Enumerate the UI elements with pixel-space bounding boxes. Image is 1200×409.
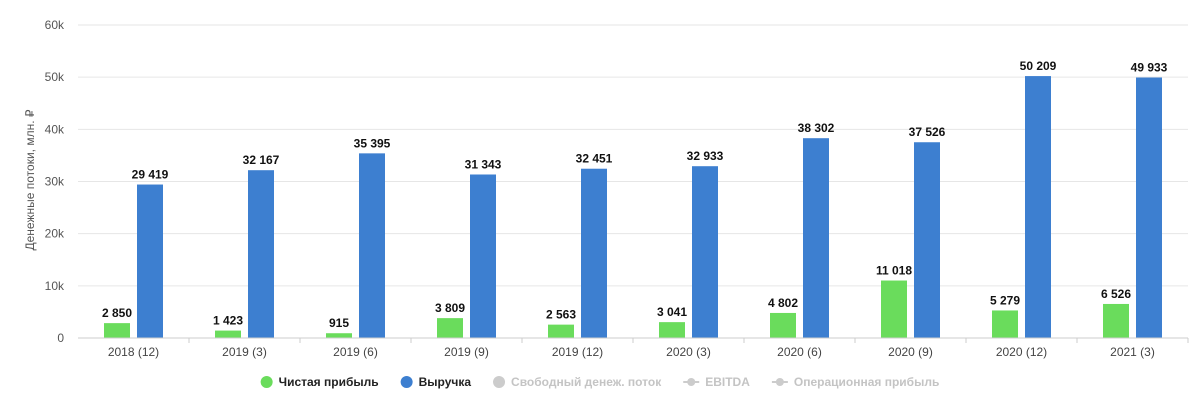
bar-net-profit [326,333,352,338]
x-tick-label: 2018 (12) [108,345,159,359]
data-label: 6 526 [1101,287,1131,301]
x-tick-label: 2021 (3) [1110,345,1155,359]
data-label: 29 419 [132,168,169,182]
y-tick-label: 40k [45,122,65,136]
data-label: 49 933 [1131,61,1168,75]
legend-item-label: EBITDA [705,375,750,389]
bar-revenue [581,168,607,338]
x-tick-label: 2020 (6) [777,345,822,359]
legend-item-label: Выручка [419,375,472,389]
bar-net-profit [770,312,796,338]
data-label: 1 423 [213,314,243,328]
x-tick-label: 2020 (9) [888,345,933,359]
bar-net-profit [215,330,241,338]
bar-net-profit [881,280,907,338]
bar-net-profit [992,310,1018,338]
bar-revenue [359,153,385,338]
x-tick-label: 2019 (9) [444,345,489,359]
legend-marker-icon [493,376,506,388]
data-label: 35 395 [354,136,391,150]
bar-revenue [1025,76,1051,338]
bar-net-profit [104,323,130,338]
bar-net-profit [548,324,574,338]
data-label: 31 343 [465,157,502,171]
bar-revenue [248,170,274,338]
y-tick-label: 60k [45,18,65,32]
data-label: 2 563 [546,308,576,322]
x-tick-label: 2020 (3) [666,345,711,359]
data-label: 11 018 [876,264,912,278]
bar-revenue [1136,77,1162,339]
bar-revenue [914,142,940,338]
x-tick-label: 2019 (6) [333,345,378,359]
y-tick-label: 0 [57,331,64,345]
x-axis-ticks: 2018 (12) 2019 (3) 2019 (6) 2019 (9) 2019 (1… [108,338,1189,359]
y-tick-label: 20k [45,227,65,241]
x-tick-label: 2020 (12) [996,345,1047,359]
data-label: 32 451 [576,152,613,166]
data-label: 5 279 [990,293,1020,307]
y-tick-label: 10k [45,279,65,293]
legend-item-label: Операционная прибыль [794,375,939,389]
data-labels: 2 850 29 419 1 423 32 167 915 35 395 3 809 31 3… [102,59,1168,330]
bar-revenue [692,166,718,338]
data-label: 32 167 [243,153,280,167]
y-axis-ticks: 0 10k 20k 30k 40k 50k 60k [45,18,65,345]
bar-revenue [803,138,829,338]
legend-item-label: Чистая прибыль [279,375,379,389]
y-axis-label: Денежные потоки, млн. ₽ [23,109,37,250]
legend-marker-icon [260,376,273,388]
legend-marker-icon [687,378,696,386]
bar-net-profit [437,318,463,338]
legend-marker-icon [400,376,413,388]
bar-net-profit [1103,303,1129,338]
data-label: 32 933 [687,149,724,163]
data-label: 4 802 [768,296,798,310]
x-tick-label: 2019 (12) [552,345,603,359]
data-label: 915 [329,316,349,330]
bar-revenue [137,184,163,338]
legend: Чистая прибыль Выручка Свободный денеж. по… [260,375,939,389]
data-label: 50 209 [1020,59,1057,73]
data-label: 2 850 [102,306,132,320]
data-label: 3 041 [657,305,687,319]
legend-marker-icon [775,378,784,386]
data-label: 3 809 [435,301,465,315]
legend-item-label: Свободный денеж. поток [511,375,662,389]
y-tick-label: 30k [45,175,65,189]
data-label: 37 526 [909,125,946,139]
bar-net-profit [659,322,685,338]
data-label: 38 302 [798,121,835,135]
bar-revenue [470,174,496,338]
y-tick-label: 50k [45,70,65,84]
bars [104,76,1162,339]
x-tick-label: 2019 (3) [222,345,267,359]
